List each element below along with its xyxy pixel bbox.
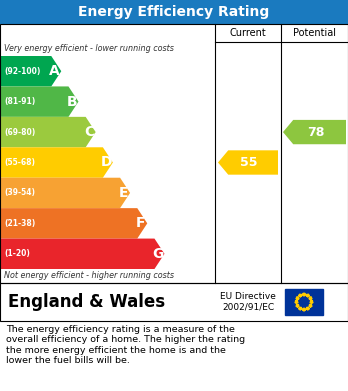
Text: 78: 78 xyxy=(307,126,324,138)
Polygon shape xyxy=(218,150,278,175)
Polygon shape xyxy=(299,294,302,297)
Text: Not energy efficient - higher running costs: Not energy efficient - higher running co… xyxy=(4,271,174,280)
Bar xyxy=(0,24,348,283)
Text: Potential: Potential xyxy=(293,28,336,38)
Text: Very energy efficient - lower running costs: Very energy efficient - lower running co… xyxy=(4,44,174,53)
Polygon shape xyxy=(299,307,302,310)
Polygon shape xyxy=(0,239,165,269)
Polygon shape xyxy=(0,56,61,86)
Text: G: G xyxy=(152,247,164,261)
Polygon shape xyxy=(0,86,79,117)
Polygon shape xyxy=(302,308,306,311)
Text: (1-20): (1-20) xyxy=(4,249,30,258)
Polygon shape xyxy=(302,293,306,296)
Polygon shape xyxy=(309,297,312,300)
Text: The energy efficiency rating is a measure of the
overall efficiency of a home. T: The energy efficiency rating is a measur… xyxy=(6,325,245,365)
Polygon shape xyxy=(0,147,113,178)
Polygon shape xyxy=(0,117,96,147)
Polygon shape xyxy=(310,301,313,304)
Polygon shape xyxy=(0,208,147,239)
Text: (69-80): (69-80) xyxy=(4,127,35,136)
Text: A: A xyxy=(49,64,60,78)
Polygon shape xyxy=(306,307,309,310)
Polygon shape xyxy=(295,301,298,304)
Text: (39-54): (39-54) xyxy=(4,188,35,197)
Text: F: F xyxy=(136,216,145,230)
Text: 55: 55 xyxy=(240,156,258,169)
Polygon shape xyxy=(309,304,312,308)
Text: (92-100): (92-100) xyxy=(4,67,40,76)
Text: England & Wales: England & Wales xyxy=(8,293,165,311)
Polygon shape xyxy=(306,294,309,297)
Text: E: E xyxy=(119,186,128,200)
Text: (21-38): (21-38) xyxy=(4,219,35,228)
Polygon shape xyxy=(296,297,299,300)
Polygon shape xyxy=(0,178,130,208)
Text: EU Directive
2002/91/EC: EU Directive 2002/91/EC xyxy=(220,292,276,312)
Text: Current: Current xyxy=(230,28,266,38)
Text: (81-91): (81-91) xyxy=(4,97,35,106)
Text: (55-68): (55-68) xyxy=(4,158,35,167)
Bar xyxy=(0,283,348,321)
Text: Energy Efficiency Rating: Energy Efficiency Rating xyxy=(78,5,270,19)
Polygon shape xyxy=(283,120,346,144)
Text: C: C xyxy=(84,125,94,139)
Bar xyxy=(285,289,323,315)
Bar xyxy=(0,0,348,24)
Text: B: B xyxy=(67,95,77,109)
Polygon shape xyxy=(296,304,299,308)
Text: D: D xyxy=(101,156,112,170)
